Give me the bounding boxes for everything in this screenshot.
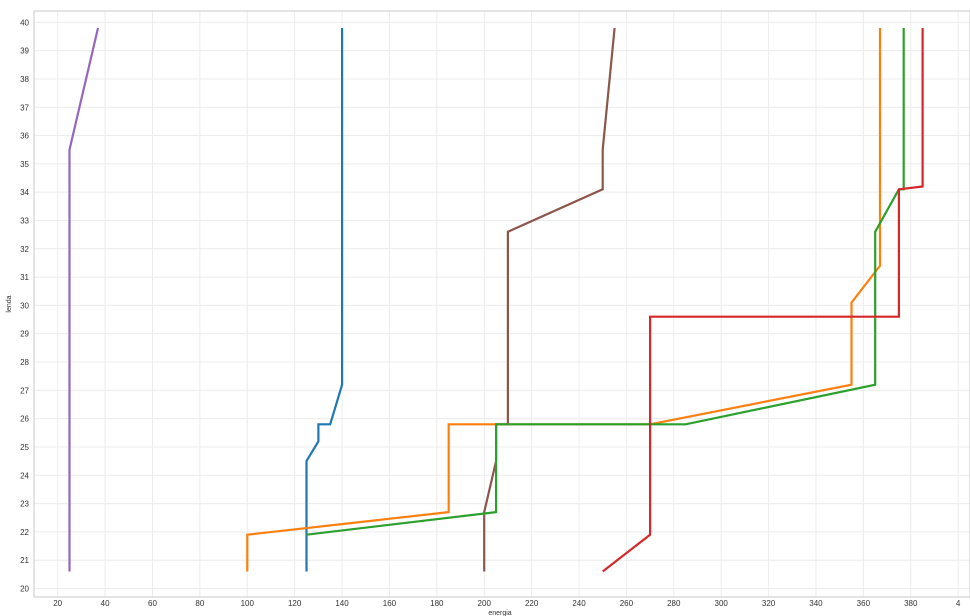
x-tick-label: 140 — [335, 599, 349, 608]
y-tick-label: 24 — [20, 471, 29, 480]
x-tick-label: 320 — [762, 599, 776, 608]
x-tick-label: 240 — [572, 599, 586, 608]
y-tick-label: 25 — [20, 443, 29, 452]
x-tick-label: 20 — [53, 599, 62, 608]
x-tick-label: 60 — [148, 599, 157, 608]
y-tick-label: 30 — [20, 301, 29, 310]
x-tick-label: 380 — [904, 599, 918, 608]
y-tick-label: 23 — [20, 500, 29, 509]
y-tick-label: 28 — [20, 358, 29, 367]
x-tick-label: 80 — [195, 599, 204, 608]
y-tick-label: 29 — [20, 330, 29, 339]
series-line-5 — [306, 28, 905, 536]
y-tick-label: 31 — [20, 273, 29, 282]
x-tick-label: 220 — [525, 599, 539, 608]
y-tick-label: 21 — [20, 556, 29, 565]
y-axis-ticks: 20 21 22 23 24 25 26 27 28 29 30 31 32 33 34 35 36 37 38 39… — [20, 18, 29, 593]
y-tick-label: 35 — [20, 160, 29, 169]
y-tick-label: 33 — [20, 216, 29, 225]
y-tick-label: 36 — [20, 132, 29, 141]
x-tick-label: 280 — [667, 599, 681, 608]
x-tick-label: 300 — [715, 599, 729, 608]
y-tick-label: 38 — [20, 75, 29, 84]
x-tick-label: 120 — [288, 599, 302, 608]
grid — [34, 11, 970, 597]
y-tick-label: 34 — [20, 188, 29, 197]
y-tick-label: 40 — [20, 18, 29, 27]
y-tick-label: 37 — [20, 103, 29, 112]
x-tick-label: 200 — [478, 599, 492, 608]
y-tick-label: 20 — [20, 585, 29, 594]
x-tick-label: 260 — [620, 599, 634, 608]
series-line-6 — [602, 28, 924, 573]
series-line-2 — [305, 28, 344, 572]
x-tick-label: 360 — [857, 599, 871, 608]
y-axis-title: lenda — [6, 295, 13, 312]
x-axis-title: energia — [488, 610, 511, 616]
x-tick-label: 4 — [956, 599, 961, 608]
x-tick-label: 40 — [101, 599, 110, 608]
x-tick-label: 160 — [383, 599, 397, 608]
y-tick-label: 26 — [20, 415, 29, 424]
series-line-1 — [68, 27, 100, 572]
series-line-3 — [483, 27, 616, 572]
x-tick-label: 340 — [809, 599, 823, 608]
plot-frame — [33, 10, 970, 598]
y-tick-label: 22 — [20, 528, 29, 537]
y-tick-label: 27 — [20, 386, 29, 395]
x-tick-label: 100 — [241, 599, 255, 608]
y-tick-label: 32 — [20, 245, 29, 254]
x-axis-ticks: 20 40 60 80 100 120 140 160 180 200 220 240 260 280 30… — [53, 599, 961, 608]
x-tick-label: 180 — [430, 599, 444, 608]
y-tick-label: 39 — [20, 47, 29, 56]
series-group — [68, 27, 924, 573]
